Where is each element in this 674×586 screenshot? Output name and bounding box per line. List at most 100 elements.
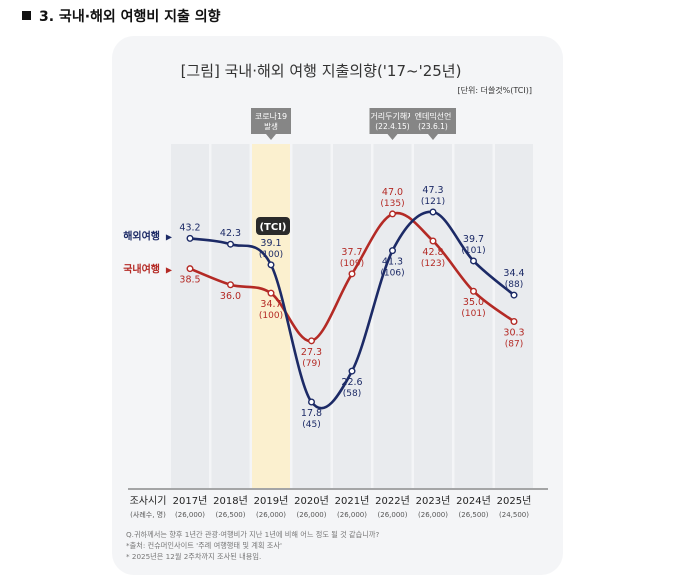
data-point-1-6 [429, 237, 437, 245]
x-sample-size-5: (26,000) [378, 511, 408, 519]
data-label-0-7-1: (101) [461, 246, 485, 256]
data-label-1-0-0: 38.5 [179, 275, 200, 286]
annotation-text-2-0: 엔데믹선언 [415, 111, 452, 121]
x-axis-subheader: (사례수, 명) [130, 510, 166, 519]
data-label-1-2-0: 34.7 [260, 299, 281, 310]
chart-title: [그림] 국내·해외 여행 지출의향('17~'25년) [181, 62, 462, 80]
footnote-1: *출처: 컨슈머인사이트 '주례 여행행태 및 계획 조사' [126, 541, 282, 550]
data-label-0-0-0: 43.2 [179, 222, 200, 233]
section-heading: 3. 국내·해외 여행비 지출 의향 [22, 6, 221, 26]
data-point-1-5 [389, 210, 397, 218]
data-label-0-2-1: (100) [259, 250, 283, 260]
data-point-0-5 [389, 247, 397, 255]
data-label-1-4-0: 37.7 [341, 247, 362, 258]
data-label-0-8-0: 34.4 [503, 268, 524, 279]
data-label-0-4-1: (58) [343, 389, 361, 399]
x-sample-size-8: (24,500) [499, 511, 529, 519]
data-label-1-1-0: 36.0 [220, 291, 241, 302]
column-band-3 [292, 144, 331, 488]
tci-badge-text: (TCI) [259, 222, 286, 233]
column-band-6 [414, 144, 452, 488]
data-point-1-3 [308, 337, 316, 345]
legend-label-0: 해외여행 [123, 229, 160, 242]
annotation-tag-2 [410, 108, 456, 140]
data-label-0-2-0: 39.1 [260, 238, 281, 249]
legend-arrow-0: ▶ [166, 232, 173, 241]
data-point-0-3 [308, 398, 316, 406]
x-tick-label-8: 2025년 [497, 495, 532, 507]
data-label-0-3-1: (45) [302, 420, 320, 430]
data-point-0-7 [470, 257, 478, 265]
data-label-1-7-1: (101) [461, 309, 485, 319]
data-point-1-7 [470, 287, 478, 295]
data-label-1-5-0: 47.0 [382, 187, 403, 198]
x-sample-size-1: (26,500) [216, 511, 246, 519]
annotation-text-0-0: 코로나19 [255, 112, 287, 121]
column-band-2 [252, 144, 290, 488]
x-tick-label-3: 2020년 [294, 495, 329, 507]
x-axis-header: 조사시기 [130, 495, 167, 507]
data-label-1-3-0: 27.3 [301, 347, 322, 358]
legend-label-1: 국내여행 [123, 263, 160, 276]
data-label-0-1-0: 42.3 [220, 228, 241, 239]
data-label-0-5-0: 41.3 [382, 257, 403, 268]
x-sample-size-4: (26,000) [337, 511, 367, 519]
data-point-1-0 [186, 265, 194, 273]
column-band-1 [211, 144, 250, 488]
x-tick-label-0: 2017년 [173, 495, 208, 507]
annotation-tag-1 [369, 108, 416, 140]
data-label-0-6-1: (121) [421, 197, 445, 207]
annotation-tag-0 [251, 108, 291, 140]
data-point-0-0 [186, 234, 194, 242]
x-tick-label-1: 2018년 [213, 495, 248, 507]
data-label-0-5-1: (106) [380, 269, 404, 279]
x-sample-size-2: (26,000) [256, 511, 286, 519]
data-label-1-6-0: 42.8 [422, 247, 443, 258]
annotation-text-1-0: 거리두기해제 [370, 111, 414, 121]
x-tick-label-7: 2024년 [456, 495, 491, 507]
data-point-1-4 [348, 270, 356, 278]
unit-note: [단위: 더쓸것%(TCI)] [458, 85, 533, 95]
data-label-1-5-1: (135) [380, 199, 404, 209]
data-label-1-4-1: (109) [340, 259, 364, 269]
data-label-1-2-1: (100) [259, 311, 283, 321]
data-label-0-6-0: 47.3 [422, 185, 443, 196]
data-point-0-8 [510, 291, 518, 299]
section-heading-text: 3. 국내·해외 여행비 지출 의향 [39, 9, 221, 25]
data-label-1-8-0: 30.3 [503, 327, 524, 338]
data-label-0-8-1: (88) [505, 280, 523, 290]
x-sample-size-0: (26,000) [175, 511, 205, 519]
x-tick-label-5: 2022년 [375, 495, 410, 507]
x-sample-size-7: (26,500) [459, 511, 489, 519]
data-point-0-1 [226, 240, 234, 248]
annotation-text-2-1: (23.6.1) [418, 122, 448, 131]
square-bullet-icon [22, 11, 31, 20]
data-label-1-8-1: (87) [505, 339, 523, 349]
tci-badge [256, 217, 290, 235]
column-band-8 [495, 144, 533, 488]
footnote-2: * 2025년은 12월 2주차까지 조사된 내용임. [126, 552, 261, 561]
annotation-text-0-1: 발생 [264, 121, 278, 131]
x-tick-label-2: 2019년 [254, 495, 289, 507]
legend-arrow-1: ▶ [166, 266, 173, 275]
data-point-1-1 [226, 281, 234, 289]
data-point-0-6 [429, 208, 437, 216]
data-label-0-3-0: 17.8 [301, 408, 322, 419]
data-point-1-8 [510, 317, 518, 325]
data-label-0-4-0: 22.6 [341, 377, 362, 388]
data-label-1-6-1: (123) [421, 259, 445, 269]
column-band-4 [333, 144, 371, 488]
x-tick-label-4: 2021년 [335, 495, 370, 507]
footnote-0: Q.귀하께서는 향후 1년간 관광·여행비가 지난 1년에 비해 어느 정도 될… [126, 530, 379, 539]
annotation-text-1-1: (22.4.15) [375, 122, 410, 131]
data-label-1-7-0: 35.0 [463, 297, 484, 308]
data-point-1-2 [267, 289, 275, 297]
data-point-0-4 [348, 367, 356, 375]
column-band-7 [454, 144, 493, 488]
data-label-0-7-0: 39.7 [463, 234, 484, 245]
data-label-1-3-1: (79) [302, 359, 320, 369]
x-sample-size-6: (26,000) [418, 511, 448, 519]
data-point-0-2 [267, 261, 275, 269]
x-tick-label-6: 2023년 [416, 495, 451, 507]
